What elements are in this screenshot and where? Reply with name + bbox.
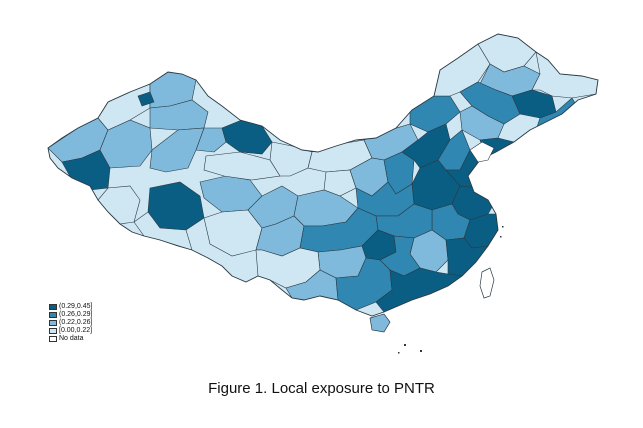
region-heilongjiang-east [531,51,598,99]
legend-swatch [49,304,57,310]
legend-item-0: (0.29,0.45] [49,303,92,311]
legend-item-4: No data [49,335,92,343]
map-regions [48,34,598,316]
legend-swatch [49,320,57,326]
legend-label: [0.00,0.22] [59,327,93,334]
legend-label: (0.22,0.26] [59,319,93,326]
legend-item-2: (0.22,0.26] [49,319,92,327]
legend-swatch [49,312,57,318]
island-dot [502,226,504,228]
region-ningxia [323,169,357,197]
region-hainan [369,313,391,333]
island-dot [398,352,400,354]
legend-label: (0.29,0.45] [59,303,93,310]
legend-label: No data [59,335,84,342]
map-legend: (0.29,0.45] (0.26,0.29] (0.22,0.26] [0.0… [49,303,92,343]
region-qinghai-north [203,151,281,181]
region-liaoning-north [459,105,505,141]
island-dot [420,350,422,352]
legend-label: (0.26,0.29] [59,311,93,318]
island-dot [404,344,406,346]
region-urumqi-area [149,99,209,131]
island-dot [500,236,502,238]
region-small-north [137,91,155,107]
figure-caption: Figure 1. Local exposure to PNTR [208,380,435,397]
legend-item-1: (0.26,0.29] [49,311,92,319]
legend-swatch [49,336,57,342]
bohai-sea [469,141,495,163]
region-xinjiang-east [149,127,205,173]
region-taiwan [479,267,495,299]
legend-swatch [49,328,57,334]
legend-item-3: [0.00,0.22] [49,327,92,335]
